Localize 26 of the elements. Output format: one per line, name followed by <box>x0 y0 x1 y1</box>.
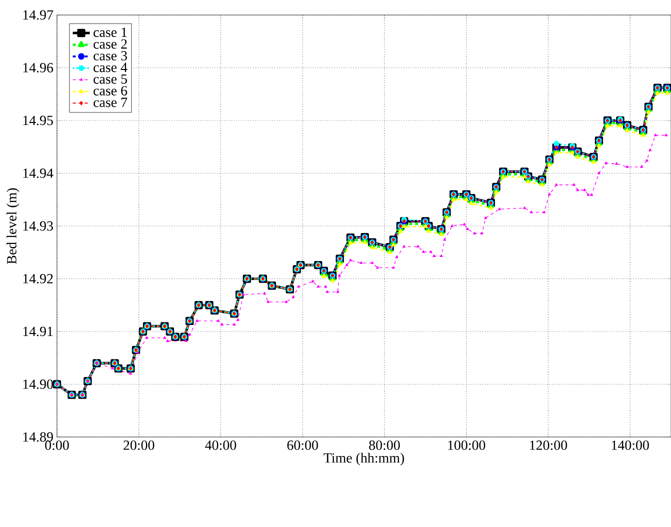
x-tick-label: 0:00 <box>45 440 69 450</box>
x-tick-label: 80:00 <box>369 440 400 450</box>
y-tick-label: 14.89 <box>23 432 53 442</box>
x-axis-title: Time (hh:mm) <box>324 452 404 466</box>
y-tick-label: 14.96 <box>23 63 54 72</box>
y-tick-label: 14.93 <box>23 221 53 231</box>
y-tick-label: 14.95 <box>23 116 53 126</box>
x-tick-label: 120:00 <box>530 440 568 450</box>
y-tick-label: 14.90 <box>23 380 53 389</box>
legend-label: case 4 <box>94 62 128 72</box>
legend-label: case 5 <box>94 74 127 84</box>
y-tick-label: 14.91 <box>23 326 53 336</box>
y-tick-label: 14.92 <box>23 274 53 284</box>
y-tick-label: 14.97 <box>23 10 54 20</box>
x-tick-label: 140:00 <box>612 440 649 450</box>
x-tick-label: 60:00 <box>287 440 318 450</box>
legend-label: case 2 <box>94 39 127 49</box>
y-tick-label: 14.94 <box>23 168 54 178</box>
legend-label: case 3 <box>94 51 127 60</box>
legend-label: case 6 <box>94 86 128 96</box>
legend-label: case 7 <box>94 98 128 108</box>
x-tick-label: 40:00 <box>205 440 236 450</box>
y-axis-title: Bed level (m) <box>6 188 20 264</box>
x-tick-label: 20:00 <box>124 440 154 450</box>
legend-label: case 1 <box>94 28 127 37</box>
x-tick-label: 100:00 <box>448 440 486 450</box>
